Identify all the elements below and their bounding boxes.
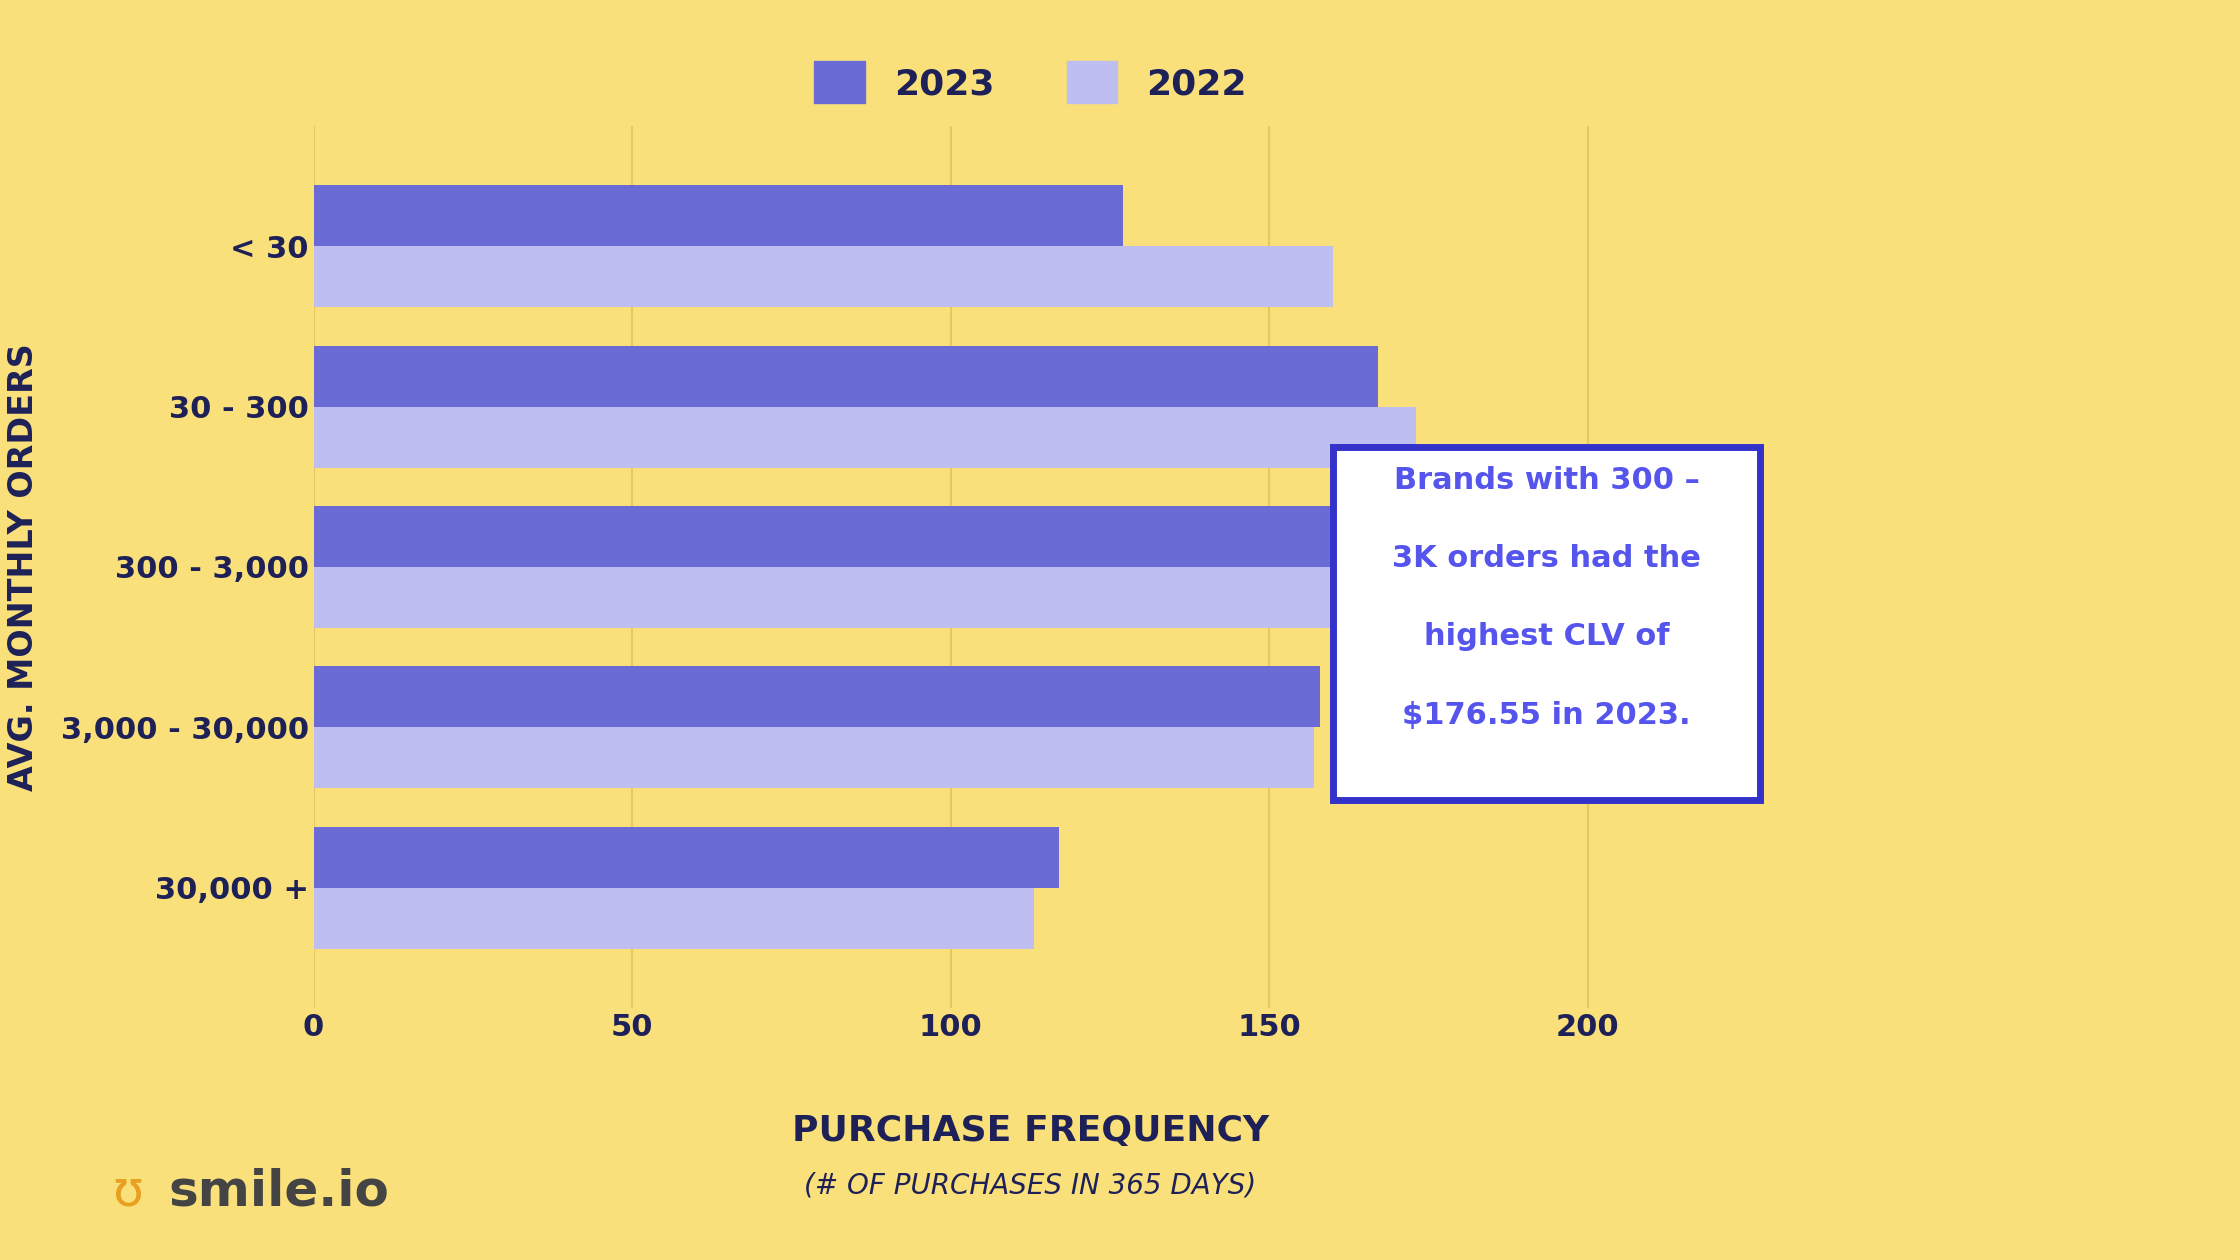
Legend: 2023, 2022: 2023, 2022 [800, 47, 1261, 117]
Text: Brands with 300 –: Brands with 300 – [1393, 466, 1700, 495]
Bar [314, 507, 1436, 567]
Bar [314, 567, 1429, 627]
Bar [314, 246, 1333, 307]
Text: ʊ: ʊ [112, 1168, 143, 1216]
Text: (# OF PURCHASES IN 365 DAYS): (# OF PURCHASES IN 365 DAYS) [804, 1171, 1257, 1200]
Bar [314, 185, 1122, 246]
Bar [314, 827, 1060, 888]
Bar [314, 888, 1033, 949]
Bar [314, 345, 1378, 407]
Bar [314, 727, 1315, 789]
Text: PURCHASE FREQUENCY: PURCHASE FREQUENCY [793, 1114, 1268, 1148]
Text: highest CLV of: highest CLV of [1425, 622, 1669, 651]
Text: 3K orders had the: 3K orders had the [1391, 544, 1700, 573]
Text: $176.55 in 2023.: $176.55 in 2023. [1402, 701, 1691, 730]
Bar [314, 407, 1416, 467]
Bar [314, 667, 1319, 727]
Y-axis label: AVG. MONTHLY ORDERS: AVG. MONTHLY ORDERS [7, 343, 40, 791]
Text: smile.io: smile.io [168, 1168, 390, 1216]
